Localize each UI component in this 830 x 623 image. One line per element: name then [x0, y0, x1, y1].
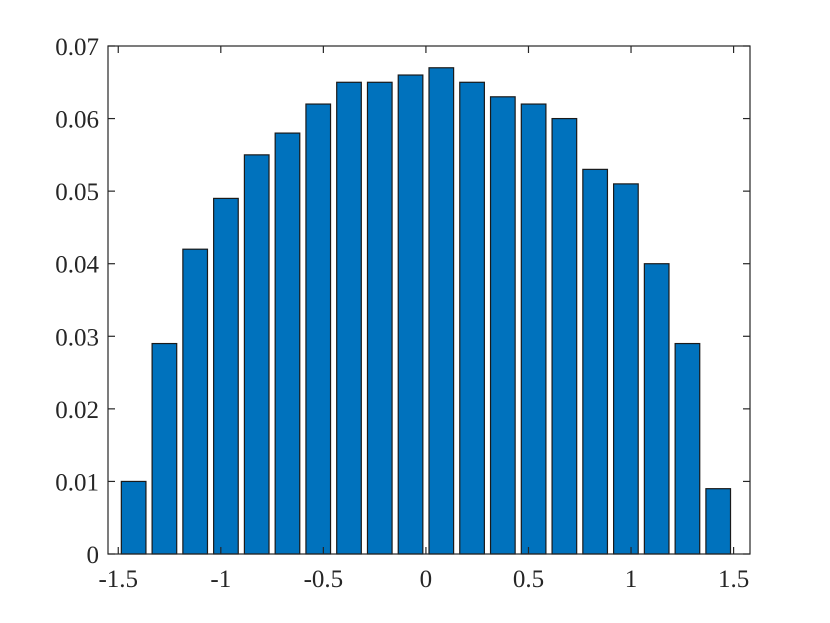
bar-18	[674, 342, 701, 555]
bar-3	[213, 197, 239, 555]
bar-2	[182, 248, 209, 555]
axes-box	[107, 45, 751, 555]
y-tick-label: 0.05	[55, 179, 99, 206]
y-tick-label: 0.07	[55, 34, 99, 61]
bar-11	[459, 81, 485, 555]
axes-group	[107, 45, 751, 555]
x-tick-label: -0.5	[304, 566, 344, 593]
bar-10	[428, 67, 455, 555]
bar-0	[120, 480, 147, 555]
y-tick-label: 0.03	[55, 324, 99, 351]
x-tick-label: -1	[210, 566, 231, 593]
bar-8	[366, 81, 393, 555]
x-tick-label: 1.5	[718, 566, 749, 593]
bar-4	[243, 154, 270, 555]
bar-9	[397, 74, 424, 555]
y-tick-label: 0.02	[55, 397, 99, 424]
bar-1	[151, 342, 178, 555]
y-tick-label: 0.01	[55, 469, 99, 496]
y-tick-label: 0.04	[55, 252, 99, 279]
bar-15	[582, 168, 609, 555]
y-tick-label: 0.06	[55, 107, 99, 134]
x-tick-label: -1.5	[98, 566, 138, 593]
bar-14	[551, 117, 578, 555]
bars-group	[120, 67, 732, 555]
ticks-group	[108, 45, 750, 555]
x-tick-label: 0.5	[513, 566, 544, 593]
bar-6	[305, 103, 332, 555]
bar-19	[705, 488, 732, 555]
tick-labels-group: -1.5 -1 -0.5 0 0.5 1 1.5 0 0.01 0.02 0.03 0.04 0.05 0…	[55, 34, 749, 593]
bar-13	[520, 103, 547, 555]
bar-5	[274, 132, 301, 555]
bar-17	[643, 263, 670, 555]
x-tick-label: 0	[420, 566, 433, 593]
x-tick-label: 1	[625, 566, 638, 593]
bar-7	[336, 81, 362, 555]
bar-16	[613, 183, 639, 555]
y-tick-label: 0	[87, 542, 100, 569]
bar-12	[489, 96, 516, 555]
